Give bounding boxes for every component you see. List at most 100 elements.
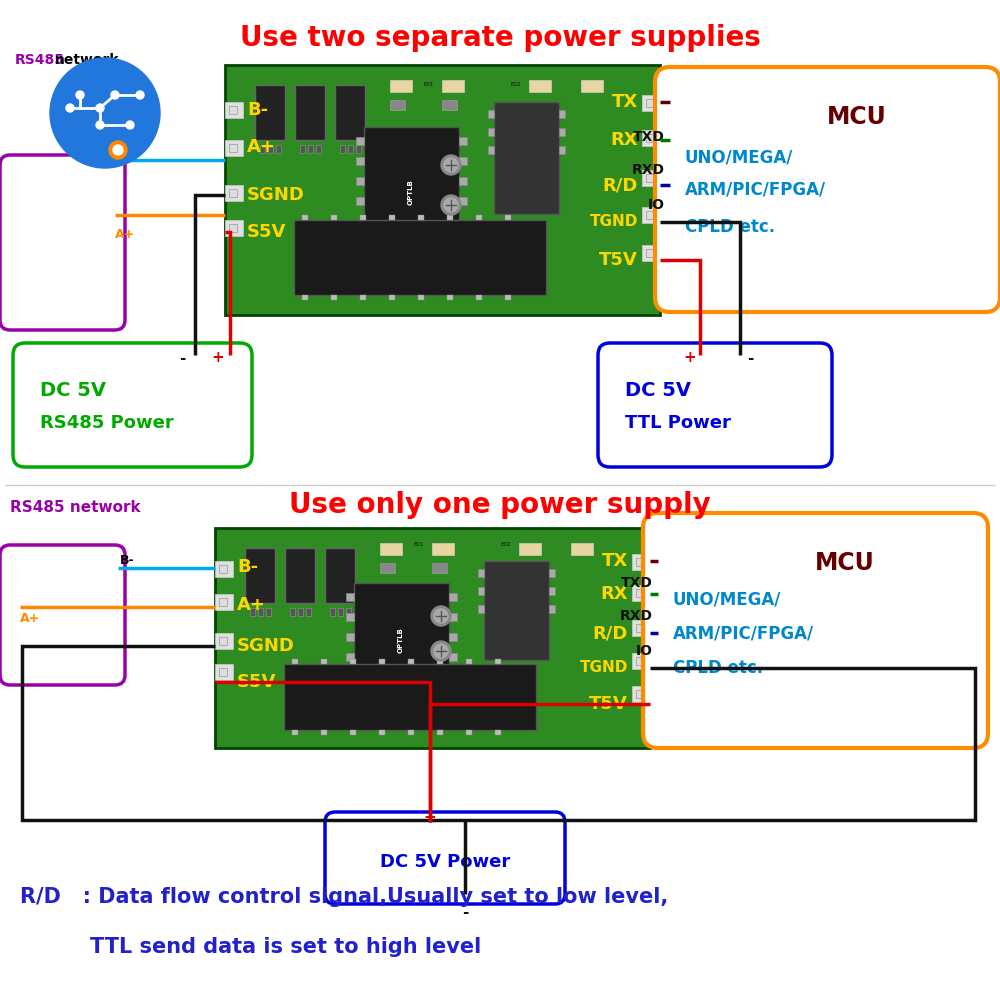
- Text: TGND: TGND: [580, 660, 628, 676]
- FancyBboxPatch shape: [437, 659, 443, 664]
- FancyBboxPatch shape: [350, 659, 356, 664]
- Text: DC 5V: DC 5V: [40, 380, 106, 399]
- Text: B-: B-: [120, 554, 135, 566]
- FancyBboxPatch shape: [284, 664, 536, 730]
- Text: Use only one power supply: Use only one power supply: [289, 491, 711, 519]
- FancyBboxPatch shape: [494, 102, 559, 214]
- Circle shape: [96, 121, 104, 129]
- Text: S5V: S5V: [237, 673, 276, 691]
- Text: B-: B-: [125, 148, 140, 161]
- Circle shape: [431, 606, 451, 626]
- FancyBboxPatch shape: [219, 598, 227, 606]
- FancyBboxPatch shape: [389, 295, 395, 300]
- FancyBboxPatch shape: [380, 543, 402, 555]
- FancyBboxPatch shape: [356, 177, 364, 185]
- FancyBboxPatch shape: [292, 659, 298, 664]
- Text: TTL send data is set to high level: TTL send data is set to high level: [90, 937, 481, 957]
- FancyBboxPatch shape: [360, 215, 366, 220]
- FancyBboxPatch shape: [437, 730, 443, 735]
- FancyBboxPatch shape: [519, 543, 541, 555]
- Text: MCU: MCU: [815, 551, 875, 575]
- Text: RXD: RXD: [620, 609, 653, 623]
- FancyBboxPatch shape: [447, 295, 453, 300]
- FancyBboxPatch shape: [13, 343, 252, 467]
- FancyBboxPatch shape: [646, 134, 654, 142]
- Text: RS485 Power: RS485 Power: [40, 414, 174, 432]
- Circle shape: [441, 155, 461, 175]
- FancyBboxPatch shape: [636, 690, 644, 698]
- Text: E01: E01: [424, 83, 434, 88]
- FancyBboxPatch shape: [642, 95, 660, 111]
- FancyBboxPatch shape: [636, 589, 644, 597]
- FancyBboxPatch shape: [484, 561, 549, 660]
- FancyBboxPatch shape: [290, 608, 295, 616]
- FancyBboxPatch shape: [250, 608, 255, 616]
- FancyBboxPatch shape: [642, 245, 660, 261]
- FancyBboxPatch shape: [354, 583, 449, 697]
- FancyBboxPatch shape: [449, 593, 457, 601]
- FancyBboxPatch shape: [442, 80, 464, 92]
- Text: E01: E01: [414, 542, 424, 548]
- FancyBboxPatch shape: [258, 608, 263, 616]
- FancyBboxPatch shape: [408, 659, 414, 664]
- FancyBboxPatch shape: [308, 145, 313, 153]
- Circle shape: [109, 141, 127, 159]
- FancyBboxPatch shape: [495, 659, 501, 664]
- Text: MCU: MCU: [827, 105, 887, 129]
- FancyBboxPatch shape: [356, 145, 361, 153]
- FancyBboxPatch shape: [229, 224, 237, 232]
- FancyBboxPatch shape: [636, 624, 644, 632]
- FancyBboxPatch shape: [219, 637, 227, 645]
- Text: A+: A+: [237, 596, 266, 614]
- Text: RXD: RXD: [632, 163, 665, 177]
- FancyBboxPatch shape: [215, 561, 233, 577]
- FancyBboxPatch shape: [643, 513, 988, 748]
- Circle shape: [96, 104, 104, 112]
- Text: SGND: SGND: [237, 637, 295, 655]
- FancyBboxPatch shape: [379, 659, 385, 664]
- Text: network: network: [55, 53, 120, 67]
- FancyBboxPatch shape: [325, 548, 355, 603]
- Circle shape: [66, 104, 74, 112]
- Circle shape: [444, 198, 458, 212]
- Circle shape: [434, 609, 448, 623]
- FancyBboxPatch shape: [432, 543, 454, 555]
- FancyBboxPatch shape: [215, 528, 650, 748]
- FancyBboxPatch shape: [219, 565, 227, 573]
- Text: DC 5V: DC 5V: [625, 380, 691, 399]
- FancyBboxPatch shape: [646, 249, 654, 257]
- FancyBboxPatch shape: [571, 543, 593, 555]
- Text: S5V: S5V: [247, 223, 286, 241]
- Circle shape: [444, 158, 458, 172]
- FancyBboxPatch shape: [549, 605, 555, 613]
- FancyBboxPatch shape: [335, 85, 365, 140]
- Text: ocdkic: ocdkic: [63, 143, 99, 153]
- Text: B-: B-: [237, 558, 258, 576]
- FancyBboxPatch shape: [449, 633, 457, 641]
- FancyBboxPatch shape: [215, 664, 233, 680]
- FancyBboxPatch shape: [340, 145, 345, 153]
- FancyBboxPatch shape: [331, 295, 337, 300]
- FancyBboxPatch shape: [598, 343, 832, 467]
- Circle shape: [76, 91, 84, 99]
- FancyBboxPatch shape: [389, 215, 395, 220]
- Text: TTL Power: TTL Power: [625, 414, 731, 432]
- FancyBboxPatch shape: [632, 554, 650, 570]
- FancyBboxPatch shape: [219, 668, 227, 676]
- FancyBboxPatch shape: [632, 585, 650, 601]
- FancyBboxPatch shape: [488, 128, 494, 136]
- FancyBboxPatch shape: [636, 558, 644, 566]
- Text: IO: IO: [648, 198, 665, 212]
- Text: SGND: SGND: [247, 186, 305, 204]
- FancyBboxPatch shape: [295, 85, 325, 140]
- FancyBboxPatch shape: [225, 102, 243, 118]
- FancyBboxPatch shape: [549, 569, 555, 577]
- Text: CPLD etc.: CPLD etc.: [673, 659, 763, 677]
- FancyBboxPatch shape: [346, 593, 354, 601]
- FancyBboxPatch shape: [478, 587, 484, 595]
- FancyBboxPatch shape: [316, 145, 321, 153]
- Text: +: +: [424, 810, 436, 824]
- FancyBboxPatch shape: [488, 146, 494, 154]
- FancyBboxPatch shape: [379, 730, 385, 735]
- Text: B-: B-: [247, 101, 268, 119]
